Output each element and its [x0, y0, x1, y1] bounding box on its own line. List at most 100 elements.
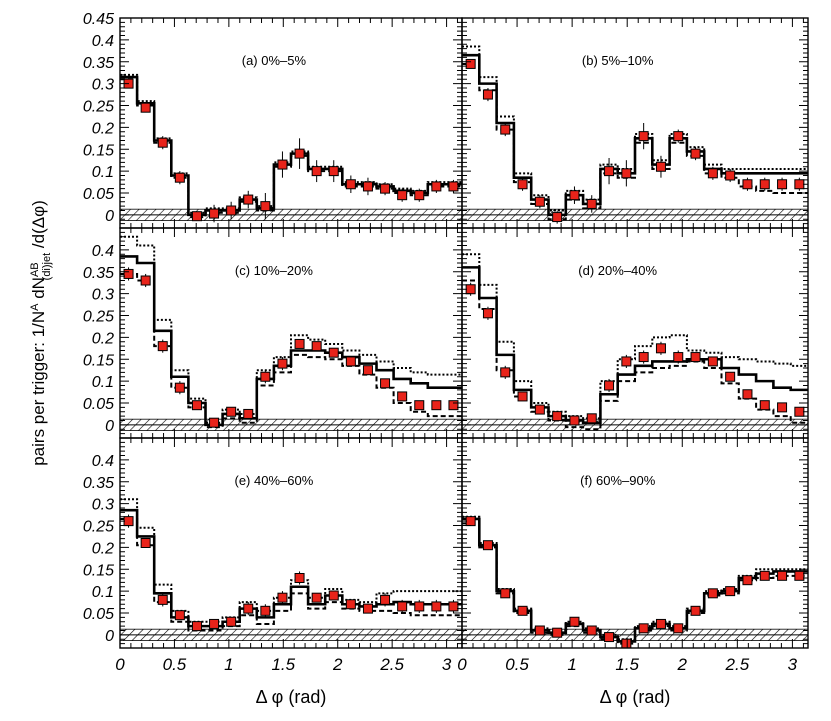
panels: 0 0.05 0.1 0.15 0.2 0.25 0.3 0.35 0.4 0.45 (a) 0%–… [83, 11, 809, 674]
data-point [345, 599, 356, 610]
y-tick-label: 0.35 [83, 475, 114, 492]
data-point [673, 352, 684, 363]
model-curve [120, 255, 462, 427]
data-point [690, 605, 701, 616]
data-point [260, 605, 271, 616]
panel-title: (e) 40%–60% [235, 473, 314, 488]
data-point [345, 356, 356, 367]
data-point [157, 341, 168, 352]
data-point [638, 623, 649, 634]
data-point [397, 190, 408, 201]
data-point [586, 625, 597, 636]
data-point [534, 196, 545, 207]
data-point [482, 308, 493, 319]
data-point [294, 573, 305, 583]
data-point [482, 89, 493, 100]
model-band-upper [462, 253, 808, 420]
data-point [431, 181, 442, 192]
data-point [140, 275, 151, 286]
panel-title: (b) 5%–10% [582, 53, 654, 68]
y-tick-label: 0.15 [83, 142, 114, 159]
x-axis-label-right: Δ φ (rad) [600, 687, 671, 707]
data-point [794, 406, 805, 417]
data-point [673, 623, 684, 634]
y-axis-label-suffix: /d(Δφ) [29, 200, 48, 253]
data-point [759, 570, 770, 581]
x-tick-label: 0.5 [163, 655, 187, 674]
data-point [534, 625, 545, 636]
panel-3-plot-area [462, 253, 808, 431]
x-tick-label: 2 [332, 655, 343, 674]
data-point [226, 205, 237, 216]
data-point [243, 408, 254, 419]
data-point [552, 411, 563, 422]
y-tick-label: 0.05 [83, 396, 114, 413]
data-point [586, 198, 597, 209]
panel-5-frame [461, 437, 809, 649]
data-point [777, 179, 788, 190]
y-axis-label: pairs per trigger: 1/NA dNAB(di)jet /d(Δ… [29, 200, 53, 466]
y-tick-label: 0.2 [92, 120, 114, 137]
y-tick-label: 0.2 [92, 540, 114, 557]
data-point [725, 170, 736, 181]
data-point [243, 194, 254, 205]
data-point [655, 161, 666, 172]
data-point [638, 131, 649, 142]
data-point [174, 172, 185, 183]
data-point [414, 400, 425, 411]
data-point [604, 380, 615, 391]
model-curve [120, 75, 462, 217]
y-tick-label: 0.3 [92, 77, 114, 94]
y-axis-label-sup-a: A [29, 303, 41, 311]
y-tick-label: 0.45 [83, 11, 114, 28]
model-band-lower [462, 62, 808, 221]
y-tick-label: 0.4 [92, 243, 114, 260]
data-point [226, 616, 237, 627]
data-point [328, 347, 339, 358]
x-tick-label: 1.5 [615, 655, 639, 674]
data-point [777, 402, 788, 413]
data-point [380, 183, 391, 194]
data-point [707, 168, 718, 179]
data-point [500, 367, 511, 378]
data-point [277, 358, 288, 369]
x-tick-label: 0 [457, 655, 467, 674]
data-point [140, 102, 151, 113]
data-point [500, 588, 511, 599]
data-point [465, 284, 476, 295]
data-point [209, 618, 220, 629]
model-band-lower [462, 522, 808, 645]
y-tick-label: 0.1 [92, 584, 114, 601]
y-tick-label: 0.35 [83, 55, 114, 72]
model-curve [462, 53, 808, 217]
data-point [517, 391, 528, 402]
y-tick-label: 0 [105, 208, 114, 225]
data-point [500, 124, 511, 135]
data-point [465, 516, 476, 527]
y-axis-label-sub: (di)jet [41, 253, 53, 281]
data-point [707, 588, 718, 599]
y-tick-label: 0.05 [83, 606, 114, 623]
x-tick-label: 3 [788, 655, 798, 674]
data-point [517, 605, 528, 616]
data-point [742, 179, 753, 190]
data-point [482, 540, 493, 551]
data-point [140, 538, 151, 548]
x-tick-label: 2 [677, 655, 688, 674]
x-tick-label: 1 [224, 655, 233, 674]
panel-title: (a) 0%–5% [242, 53, 307, 68]
data-point [397, 391, 408, 402]
panel-title: (c) 10%–20% [235, 263, 313, 278]
data-point [294, 338, 305, 349]
data-point [328, 166, 339, 177]
x-axis-label-left: Δ φ (rad) [256, 687, 327, 707]
data-point [311, 341, 322, 352]
model-band-upper [120, 498, 462, 623]
data-point [414, 601, 425, 612]
y-tick-label: 0 [105, 418, 114, 435]
data-point [604, 166, 615, 177]
y-tick-label: 0.25 [83, 99, 114, 116]
y-axis-label-prefix: pairs per trigger: 1/N [29, 311, 48, 466]
data-point [673, 131, 684, 142]
